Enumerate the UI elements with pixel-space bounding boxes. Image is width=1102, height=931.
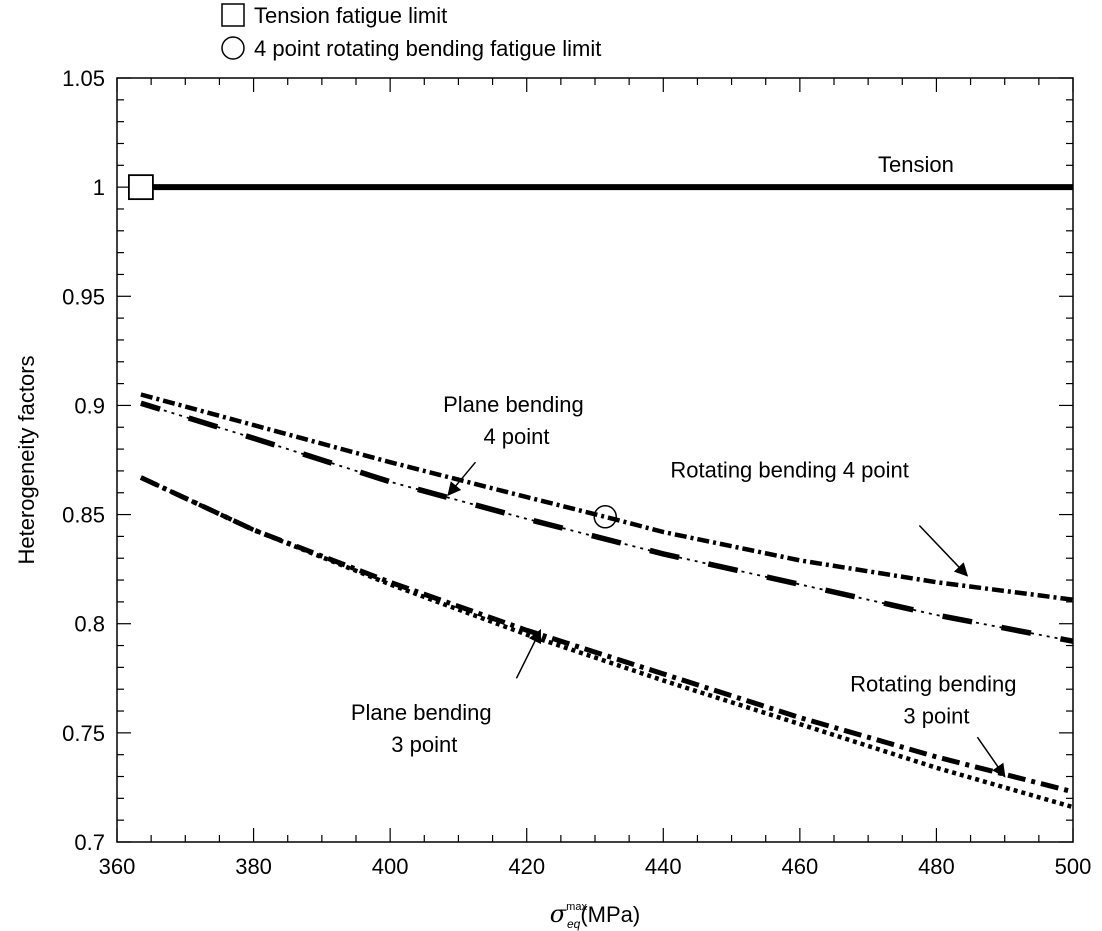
legend-label-rotating-bending-fatigue-limit: 4 point rotating bending fatigue limit: [254, 36, 601, 61]
x-axis-superscript: max: [566, 901, 587, 913]
legend-square-icon: [221, 3, 245, 27]
legend-circle-icon: [221, 36, 245, 60]
y-axis-label: Heterogeneity factors: [14, 355, 39, 564]
x-tick-label: 440: [645, 854, 682, 879]
y-tick-label: 1.05: [62, 66, 105, 91]
y-tick-label: 0.7: [74, 830, 105, 855]
x-tick-label: 380: [235, 854, 272, 879]
arrow-pb4: [447, 461, 477, 496]
marker-tension-limit: [127, 174, 154, 201]
annotation-tension: Tension: [878, 152, 954, 177]
annotation-rotating-bending-4-point: Rotating bending 4 point: [670, 457, 909, 482]
y-tick-label: 0.85: [62, 503, 105, 528]
annotation-arrows: [447, 461, 1006, 778]
arrow-rb3: [976, 736, 1006, 778]
axis-ticks: [116, 77, 1074, 843]
x-tick-label: 420: [508, 854, 545, 879]
x-axis-subscript: eq: [567, 917, 581, 931]
y-tick-label: 0.9: [74, 393, 105, 418]
y-tick-label: 0.95: [62, 284, 105, 309]
arrow-rb4: [918, 524, 969, 577]
legend: Tension fatigue limit 4 point rotating b…: [221, 3, 601, 61]
x-axis-symbol: σ: [550, 900, 567, 928]
series-rb4: [140, 392, 1074, 602]
annotation-plane-bending-4-point: Plane bending 4 point: [443, 392, 590, 449]
x-tick-label: 460: [781, 854, 818, 879]
annotation-rotating-bending-3-point: Rotating bending 3 point: [850, 671, 1022, 728]
x-axis-label: σmax eq(MPa): [550, 900, 640, 931]
x-tick-label: 480: [918, 854, 955, 879]
legend-item-circle: 4 point rotating bending fatigue limit: [221, 36, 601, 61]
x-tick-label: 400: [372, 854, 409, 879]
x-tick-labels: 360 380 400 420 440 460 480 500: [99, 854, 1092, 879]
y-tick-label: 0.75: [62, 721, 105, 746]
y-tick-label: 1: [93, 175, 105, 200]
series-layer: [139, 184, 1074, 810]
marker-rb4-limit: [593, 505, 617, 529]
annotations: Tension Plane bending 4 point Rotating b…: [351, 152, 1022, 757]
series-rb3: [139, 475, 1074, 795]
y-tick-label: 0.8: [74, 612, 105, 637]
y-tick-labels: 0.7 0.75 0.8 0.85 0.9 0.95 1 1.05: [62, 66, 105, 855]
x-tick-label: 500: [1055, 854, 1092, 879]
legend-item-square: Tension fatigue limit: [221, 3, 447, 28]
arrow-pb3: [515, 629, 542, 679]
x-tick-label: 360: [99, 854, 136, 879]
x-axis-unit: (MPa): [580, 902, 640, 927]
legend-label-tension-fatigue-limit: Tension fatigue limit: [254, 3, 447, 28]
series-pb3: [139, 475, 1074, 810]
annotation-plane-bending-3-point: Plane bending 3 point: [351, 700, 498, 757]
series-pb4-overlay: [140, 400, 1074, 644]
fatigue-limit-markers: [127, 174, 617, 529]
series-pb4: [140, 402, 1074, 643]
